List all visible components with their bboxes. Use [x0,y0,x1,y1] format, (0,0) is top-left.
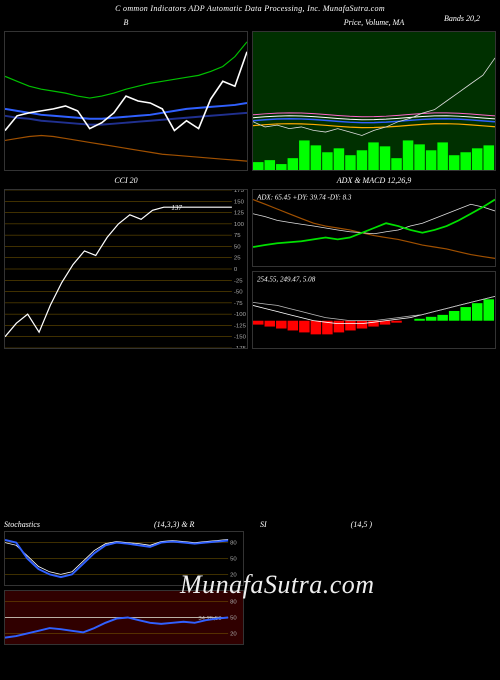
svg-text:-50: -50 [234,290,243,296]
panel-price-title: Price, Volume, MA [253,18,495,27]
rsi-label: SI [260,520,267,529]
svg-text:20: 20 [230,572,237,578]
svg-text:0: 0 [234,267,238,273]
svg-text:254.55, 249.47, 5.08: 254.55, 249.47, 5.08 [257,276,316,284]
stoch-title: Stochastics [4,520,40,529]
header-main: ommon Indicators ADP Automatic Data Proc… [123,4,385,13]
page-header: C ommon Indicators ADP Automatic Data Pr… [0,0,500,17]
svg-text:80: 80 [230,541,237,547]
header-left: C [115,4,121,13]
svg-text:-25: -25 [234,278,243,284]
panel-stoch-bottom: 20508034.25,50 [4,590,244,645]
svg-text:-100: -100 [234,312,247,318]
stochastics-block: Stochastics (14,3,3) & R 205080 20508034… [4,520,496,649]
svg-text:50: 50 [230,615,237,621]
svg-text:80: 80 [230,600,237,606]
svg-text:175: 175 [234,190,245,194]
panel-price-volume: Price, Volume, MA [252,31,496,171]
rsi-params: (14,5 ) [351,520,372,529]
panel-cci: CCI 20 -175-150-125-100-75-50-2502550751… [4,189,248,349]
panel-b: B [4,31,248,171]
svg-text:50: 50 [230,556,237,562]
stoch-params: (14,3,3) & R [154,520,194,529]
svg-text:100: 100 [234,222,245,228]
svg-text:-125: -125 [234,323,247,329]
svg-text:ADX: 65.45 +DY: 39.74 -DY: 8.3: ADX: 65.45 +DY: 39.74 -DY: 8.3 [256,194,352,202]
svg-text:20: 20 [230,631,237,637]
svg-text:137: 137 [171,204,182,212]
rsi-title: SI (14,5 ) [260,520,372,529]
svg-text:-75: -75 [234,301,243,307]
panel-b-title: B [5,18,247,27]
svg-text:150: 150 [234,199,245,205]
panel-adx: ADX & MACD 12,26,9 ADX: 65.45 +DY: 39.74… [252,189,496,267]
panel-macd: 254.55, 249.47, 5.08 [252,271,496,349]
svg-text:75: 75 [234,233,241,239]
svg-text:-175: -175 [234,346,247,348]
panel-stoch-top: 20 50 80 [4,531,244,586]
panel-cci-title: CCI 20 [5,176,247,185]
svg-text:50: 50 [234,244,241,250]
svg-text:25: 25 [234,256,241,262]
panel-adx-title: ADX & MACD 12,26,9 [253,176,495,185]
svg-text:-150: -150 [234,335,247,341]
svg-text:125: 125 [234,211,245,217]
